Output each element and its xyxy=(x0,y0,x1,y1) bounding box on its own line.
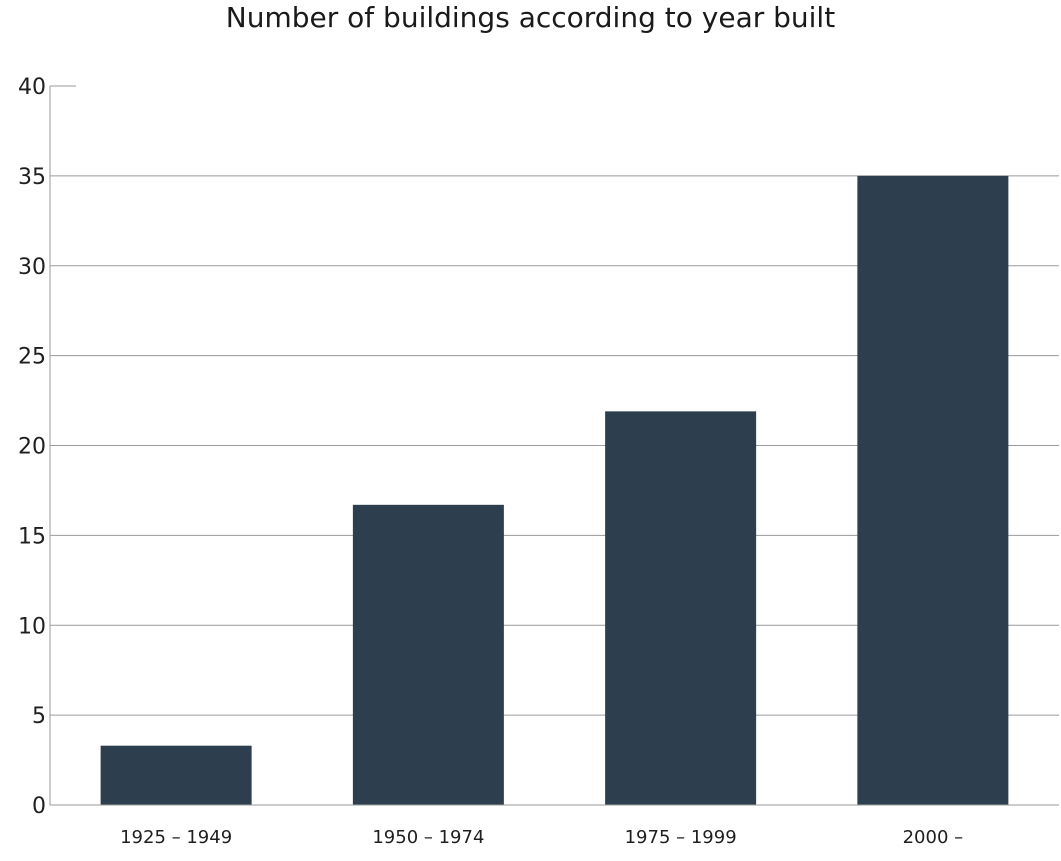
bar xyxy=(352,504,504,805)
bars xyxy=(100,175,1009,805)
chart-title: Number of buildings according to year bu… xyxy=(225,1,836,34)
axes xyxy=(49,85,1059,806)
y-tick-label: 35 xyxy=(18,165,46,190)
y-tick-label: 20 xyxy=(18,435,46,460)
bar xyxy=(100,745,252,805)
y-tick-label: 25 xyxy=(18,345,46,370)
x-tick-label: 2000 – xyxy=(903,827,964,848)
y-tick-label: 0 xyxy=(32,794,46,819)
y-tick-label: 15 xyxy=(18,524,46,549)
y-tick-label: 5 xyxy=(32,704,46,729)
y-tick-label: 10 xyxy=(18,614,46,639)
x-tick-label: 1950 – 1974 xyxy=(372,827,484,848)
bar xyxy=(605,411,757,805)
y-tick-label: 40 xyxy=(18,75,46,100)
y-tick-label: 30 xyxy=(18,255,46,280)
y-tick-labels: 0 5 10 15 20 25 30 35 40 xyxy=(18,75,46,819)
x-tick-label: 1925 – 1949 xyxy=(120,827,232,848)
x-tick-labels: 1925 – 1949 1950 – 1974 1975 – 1999 2000 – xyxy=(120,827,963,848)
bar xyxy=(857,175,1009,805)
x-tick-label: 1975 – 1999 xyxy=(625,827,737,848)
